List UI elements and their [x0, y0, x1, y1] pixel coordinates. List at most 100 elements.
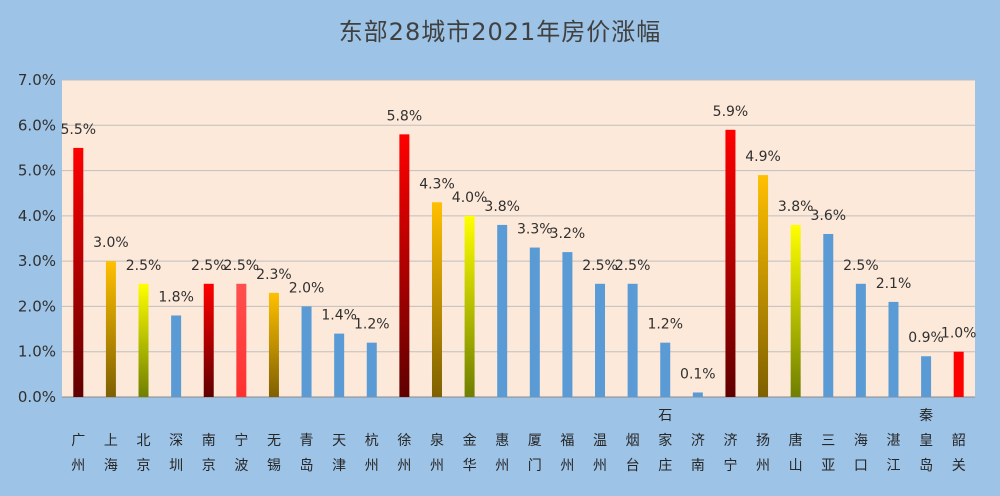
bar	[334, 333, 345, 397]
data-label: 1.8%	[158, 289, 194, 305]
category-label: 京	[202, 458, 216, 474]
data-label: 3.8%	[778, 199, 814, 215]
data-label: 5.8%	[387, 108, 423, 124]
bar	[236, 283, 247, 397]
data-label: 3.8%	[484, 199, 520, 215]
bar	[431, 202, 442, 397]
category-label: 广	[71, 433, 85, 449]
category-label: 徐	[397, 433, 411, 449]
data-label: 3.3%	[517, 222, 553, 238]
plot-area	[62, 80, 975, 397]
bar	[855, 283, 866, 397]
data-label: 2.5%	[582, 258, 618, 274]
bar	[627, 283, 638, 397]
category-label: 泉	[430, 432, 444, 449]
category-label: 州	[365, 458, 379, 474]
y-tick-label: 1.0%	[18, 343, 56, 361]
category-label: 京	[137, 458, 151, 474]
category-label: 华	[463, 458, 477, 474]
category-label: 济	[723, 433, 737, 449]
category-label: 三	[821, 433, 835, 449]
category-label: 州	[495, 458, 509, 474]
data-label: 2.5%	[126, 258, 162, 274]
bars	[73, 129, 964, 398]
category-label: 烟	[626, 433, 640, 449]
category-label: 上	[104, 433, 118, 449]
category-label: 江	[886, 458, 900, 474]
category-label: 温	[593, 433, 607, 449]
category-label: 济	[691, 433, 705, 449]
x-axis: 广州上海北京深圳南京宁波无锡青岛天津杭州徐州泉州金华惠州厦门福州温州烟台石家庄济…	[71, 408, 965, 474]
category-label: 圳	[169, 458, 183, 474]
data-label: 4.3%	[419, 176, 455, 192]
bar	[823, 233, 834, 397]
bar	[692, 392, 703, 397]
bar	[464, 215, 475, 397]
data-label: 3.6%	[810, 208, 846, 224]
category-label: 台	[626, 458, 640, 474]
y-tick-label: 0.0%	[18, 388, 56, 406]
bar	[725, 129, 736, 398]
category-label: 杭	[365, 433, 379, 449]
category-label: 口	[854, 458, 868, 474]
category-label: 关	[952, 458, 966, 474]
bar	[203, 283, 214, 397]
chart-title: 东部28城市2021年房价涨幅	[338, 18, 662, 46]
data-label: 2.5%	[843, 258, 879, 274]
bar	[73, 147, 84, 397]
category-label: 扬	[756, 433, 770, 449]
category-label: 波	[234, 458, 248, 474]
data-label: 5.9%	[713, 104, 749, 120]
data-labels: 5.5%3.0%2.5%1.8%2.5%2.5%2.3%2.0%1.4%1.2%…	[61, 104, 977, 383]
category-label: 岛	[300, 458, 314, 474]
y-axis: 0.0% 1.0% 2.0% 3.0% 4.0% 5.0% 6.0% 7.0%	[18, 71, 56, 406]
data-label: 3.2%	[550, 226, 586, 242]
bar	[660, 342, 671, 397]
bar	[171, 315, 182, 397]
category-label: 唐	[789, 432, 803, 449]
data-label: 2.5%	[224, 258, 260, 274]
category-label: 州	[560, 458, 574, 474]
category-label: 亚	[821, 458, 835, 474]
category-label: 韶	[952, 433, 966, 449]
category-label: 州	[397, 458, 411, 474]
category-label: 海	[854, 433, 868, 449]
bar	[497, 224, 508, 397]
data-label: 0.9%	[908, 330, 944, 346]
category-label: 宁	[723, 457, 737, 474]
data-label: 2.5%	[191, 258, 227, 274]
category-label: 北	[137, 433, 151, 449]
bar	[562, 252, 573, 397]
y-tick-label: 6.0%	[18, 116, 56, 134]
data-label: 2.5%	[615, 258, 651, 274]
bar	[953, 351, 964, 397]
bar	[790, 224, 801, 397]
category-label: 南	[202, 433, 216, 449]
category-label: 青	[300, 433, 314, 449]
bar	[758, 175, 769, 397]
category-label: 州	[430, 458, 444, 474]
data-label: 1.4%	[321, 308, 357, 324]
data-label: 1.0%	[941, 326, 977, 342]
category-label: 宁	[234, 432, 248, 449]
data-label: 5.5%	[61, 122, 97, 138]
category-label: 门	[528, 458, 542, 474]
bar	[268, 292, 279, 397]
category-label: 海	[104, 458, 118, 474]
bar	[138, 283, 149, 397]
bar	[595, 283, 606, 397]
data-label: 2.0%	[289, 280, 325, 296]
category-label: 皇	[919, 433, 933, 449]
category-label: 南	[691, 458, 705, 474]
category-label: 深	[169, 433, 183, 449]
category-label: 福	[560, 433, 574, 449]
y-tick-label: 2.0%	[18, 297, 56, 315]
category-label: 秦	[919, 408, 933, 424]
category-label: 惠	[495, 433, 509, 449]
category-label: 州	[756, 458, 770, 474]
bar	[399, 134, 410, 398]
bar	[921, 356, 932, 397]
bar	[529, 247, 540, 397]
category-label: 石	[658, 408, 672, 424]
